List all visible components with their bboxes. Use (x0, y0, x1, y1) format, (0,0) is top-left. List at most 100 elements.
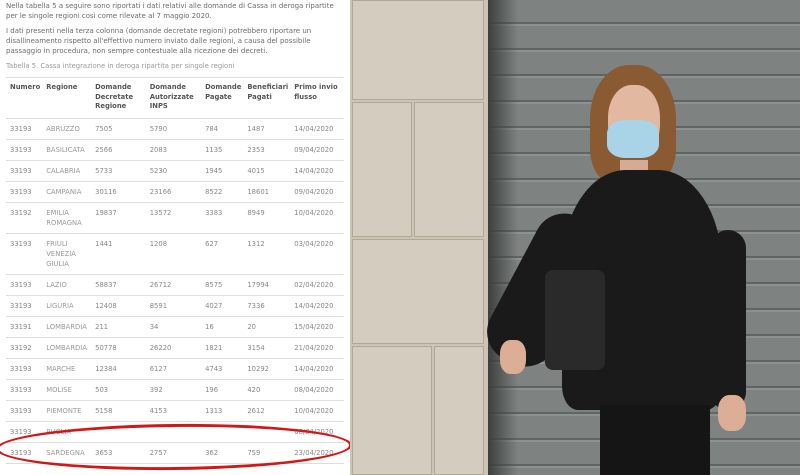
table-cell: 503 (91, 379, 146, 401)
table-cell: 58837 (91, 274, 146, 296)
table-cell: 33193 (6, 358, 43, 380)
table-cell: 33192 (6, 202, 43, 234)
table-row: 33193 SARDEGNA 3653 2757 362 759 23/04/2020 (6, 442, 344, 464)
table-cell (243, 421, 291, 443)
table-cell: 1945 (201, 160, 244, 182)
table-cell: 8949 (243, 202, 291, 234)
table-cell: 10/04/2020 (290, 400, 344, 422)
table-cell: 09/04/2020 (290, 181, 344, 203)
table-cell: 20 (243, 316, 291, 338)
table-cell: BASILICATA (42, 139, 92, 161)
table-cell: 1208 (145, 233, 202, 275)
table-cell: 14/04/2020 (290, 118, 344, 140)
table-cell: SARDEGNA (42, 442, 92, 464)
table-cell: 5158 (91, 400, 146, 422)
table-cell: 2757 (145, 442, 202, 464)
table-row: 33192 LOMBARDIA 50778 26220 1821 3154 21/04/20… (6, 337, 344, 359)
table-row: 33193 CAMPANIA 30116 23166 8522 18601 09/04/20… (6, 181, 344, 203)
table-cell: 14/04/2020 (290, 160, 344, 182)
table-cell: 33193 (6, 295, 43, 317)
table-cell: 13572 (145, 202, 202, 234)
table-cell: 1441 (91, 233, 146, 275)
table-row: 33193 BASILICATA 2566 2083 1135 2353 09/04/202… (6, 139, 344, 161)
table-row: 33193 PIEMONTE 5158 4153 1313 2612 10/04/2020 (6, 400, 344, 422)
table-cell: 196 (201, 379, 244, 401)
table-row: 33193 FRIULI VENEZIA GIULIA 1441 1208 627 131… (6, 233, 344, 275)
table-cell: 33193 (6, 160, 43, 182)
stone-wall (350, 0, 488, 475)
table-cell: 5230 (145, 160, 202, 182)
table-cell: 33193 (6, 181, 43, 203)
document-panel: Nella tabella 5 a seguire sono riportati… (0, 0, 350, 475)
table-cell: 1313 (201, 400, 244, 422)
table-cell: 23/04/2020 (290, 442, 344, 464)
table-row: 33193 ABRUZZO 7505 5790 784 1487 14/04/2020 (6, 118, 344, 140)
column-header: Domande Autorizzate INPS (145, 77, 202, 119)
table-row: 33192 EMILIA ROMAGNA 19837 13572 3383 8949 10/… (6, 202, 344, 234)
table-cell: 14/04/2020 (290, 295, 344, 317)
table-cell: 15/04/2020 (290, 316, 344, 338)
table-cell: 10/04/2020 (290, 202, 344, 234)
table-cell: 5790 (145, 118, 202, 140)
table-row: 33191 LOMBARDIA 211 34 16 20 15/04/2020 (6, 316, 344, 338)
table-cell: 1312 (243, 233, 291, 275)
table-cell: EMILIA ROMAGNA (42, 202, 92, 234)
table-cell: 08/04/2020 (290, 421, 344, 443)
column-header: Domande Decretate Regione (91, 77, 146, 119)
intro-paragraph-2: I dati presenti nella terza colonna (dom… (6, 27, 312, 55)
face-mask (607, 120, 659, 158)
table-caption: Tabella 5. Cassa integrazione in deroga … (6, 62, 235, 70)
table-cell: LOMBARDIA (42, 337, 92, 359)
table-cell: FRIULI VENEZIA GIULIA (42, 233, 92, 275)
table-cell: 33193 (6, 274, 43, 296)
table-cell: 33193 (6, 233, 43, 275)
table-cell: 784 (201, 118, 244, 140)
table-cell: 1487 (243, 118, 291, 140)
table-row: 33193 LAZIO 58837 26712 8575 17994 02/04/2020 (6, 274, 344, 296)
table-cell: 23166 (145, 181, 202, 203)
table-cell: 33193 (6, 118, 43, 140)
table-cell: 627 (201, 233, 244, 275)
table-cell: 03/04/2020 (290, 233, 344, 275)
table-cell: CALABRIA (42, 160, 92, 182)
table-row: 33193 PUGLIA 08/04/2020 (6, 421, 344, 443)
table-cell: 8522 (201, 181, 244, 203)
table-cell: MARCHE (42, 358, 92, 380)
table-cell: 14/04/2020 (290, 358, 344, 380)
table-cell: 3383 (201, 202, 244, 234)
table-cell: 211 (91, 316, 146, 338)
regions-table: Numero Regione Domande Decretate Regione Do… (6, 77, 344, 464)
table-cell: 33193 (6, 442, 43, 464)
table-cell: 4027 (201, 295, 244, 317)
table-cell: 7505 (91, 118, 146, 140)
table-cell: 4743 (201, 358, 244, 380)
table-cell: 2566 (91, 139, 146, 161)
table-cell: 19837 (91, 202, 146, 234)
table-cell: 18601 (243, 181, 291, 203)
table-cell: PUGLIA (42, 421, 92, 443)
table-cell: 12384 (91, 358, 146, 380)
table-cell: 33191 (6, 316, 43, 338)
table-cell: 8575 (201, 274, 244, 296)
column-header: Primo invio flusso (290, 77, 344, 119)
table-cell: 1135 (201, 139, 244, 161)
table-cell: 7336 (243, 295, 291, 317)
table-cell: 30116 (91, 181, 146, 203)
table-cell: 392 (145, 379, 202, 401)
table-cell (201, 421, 244, 443)
table-cell: 26712 (145, 274, 202, 296)
column-header: Regione (42, 77, 92, 119)
table-cell: 33193 (6, 139, 43, 161)
table-cell: LAZIO (42, 274, 92, 296)
table-cell (145, 421, 202, 443)
table-cell: 4015 (243, 160, 291, 182)
table-cell: 4153 (145, 400, 202, 422)
table-row: 33193 LIGURIA 12408 8591 4027 7336 14/04/2020 (6, 295, 344, 317)
table-cell: 5733 (91, 160, 146, 182)
table-cell: 420 (243, 379, 291, 401)
table-cell (91, 421, 146, 443)
table-cell: 33193 (6, 400, 43, 422)
table-cell: 33193 (6, 421, 43, 443)
photo-woman-with-mask (350, 0, 800, 475)
table-cell: 362 (201, 442, 244, 464)
